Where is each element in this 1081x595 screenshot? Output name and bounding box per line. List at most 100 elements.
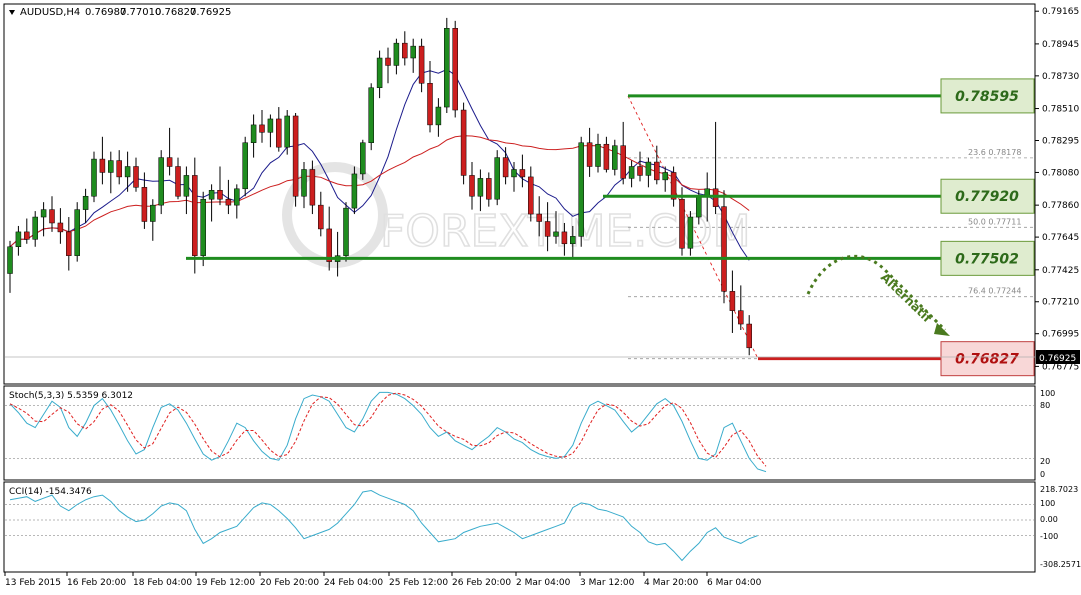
bearish-candle <box>309 169 316 206</box>
bearish-candle <box>536 213 542 222</box>
bullish-candle <box>494 157 500 200</box>
bullish-candle <box>444 28 450 108</box>
time-tick-label: 24 Feb 04:00 <box>324 578 383 588</box>
bearish-candle <box>192 175 198 256</box>
stoch-k-line <box>9 391 767 473</box>
price-tick-label: 0.77860 <box>1042 201 1079 211</box>
bullish-candle <box>91 158 97 197</box>
bearish-candle <box>729 291 736 311</box>
bullish-candle <box>612 145 618 170</box>
level-box[interactable] <box>940 178 1035 214</box>
level-box[interactable] <box>940 341 1035 377</box>
bearish-candle <box>116 160 122 178</box>
bearish-candle <box>175 166 181 197</box>
bullish-candle <box>15 231 22 248</box>
bearish-candle <box>217 190 223 200</box>
bearish-candle <box>460 109 467 176</box>
bearish-candle <box>427 83 433 126</box>
bearish-candle <box>528 176 534 215</box>
bearish-candle <box>469 175 475 197</box>
bearish-candle <box>637 166 643 176</box>
bullish-candle <box>183 175 190 197</box>
time-tick-label: 26 Feb 20:00 <box>452 578 511 588</box>
moving-averages <box>9 68 750 261</box>
bullish-candle <box>150 204 156 222</box>
bullish-candle <box>410 45 416 59</box>
ma-fast-line <box>9 68 750 261</box>
bearish-candle <box>502 157 509 178</box>
cci-scale-max: 218.7023 <box>1040 485 1078 494</box>
bullish-candle <box>662 172 668 181</box>
bullish-candle <box>595 143 601 167</box>
alternative-arrow-icon <box>934 323 950 336</box>
time-tick-label: 2 Mar 04:00 <box>516 578 571 588</box>
current-price-marker: 0.76925 <box>5 350 1080 364</box>
level-box[interactable] <box>940 78 1035 114</box>
price-tick-label: 0.79165 <box>1042 7 1079 17</box>
bearish-candle <box>99 158 106 173</box>
bearish-candle <box>318 204 324 230</box>
current-price-label: 0.76925 <box>1039 354 1076 364</box>
bearish-candle <box>49 209 55 224</box>
bearish-candle <box>603 143 610 170</box>
bearish-candle <box>519 169 526 178</box>
cci-header-label: CCI(14) -154.3476 <box>9 487 92 497</box>
bullish-candle <box>696 195 702 218</box>
time-axis: 13 Feb 2015 16 Feb 20:00 18 Feb 04:00 19 Fe… <box>4 572 762 588</box>
bullish-candle <box>553 231 559 237</box>
level-label: 0.77920 <box>955 189 1019 205</box>
bullish-candle <box>351 173 358 209</box>
high-price-label: 0.77010 <box>120 7 161 18</box>
low-price-label: 0.76827 <box>155 7 196 18</box>
bullish-candle <box>376 57 383 88</box>
bullish-candle <box>124 166 131 178</box>
alternative-path <box>806 254 947 332</box>
bearish-candle <box>225 198 232 206</box>
bullish-candle <box>360 142 366 175</box>
level-box[interactable] <box>940 240 1035 276</box>
watermark-logo-icon <box>282 162 388 268</box>
bearish-candle <box>620 145 626 179</box>
bearish-candle <box>166 157 173 167</box>
stoch-d-line <box>9 392 767 467</box>
bearish-candle <box>486 178 492 200</box>
stoch-panel-frame <box>3 385 1036 481</box>
time-tick-label: 4 Mar 20:00 <box>644 578 699 588</box>
bearish-candle <box>385 57 391 66</box>
price-tick-label: 0.77645 <box>1042 233 1079 243</box>
bullish-candle <box>158 157 164 206</box>
bearish-candle <box>746 323 752 349</box>
bullish-candle <box>435 106 442 126</box>
price-tick-label: 0.76995 <box>1042 330 1079 340</box>
time-tick-label: 3 Mar 12:00 <box>580 578 635 588</box>
bullish-candle <box>477 178 484 197</box>
time-tick-label: 16 Feb 20:00 <box>67 578 126 588</box>
level-label: 0.78595 <box>955 89 1019 105</box>
bullish-candle <box>645 161 652 176</box>
bullish-candle <box>108 160 114 173</box>
bearish-candle <box>418 45 425 84</box>
bullish-candle <box>368 87 374 143</box>
cci-scale-neg100: -100 <box>1040 532 1058 541</box>
bearish-candle <box>66 231 72 256</box>
dropdown-triangle-icon[interactable] <box>9 10 15 15</box>
price-tick-label: 0.78945 <box>1042 40 1079 50</box>
bullish-candle <box>578 142 584 237</box>
bullish-candle <box>208 190 215 200</box>
bearish-candle <box>738 310 744 325</box>
bullish-candle <box>628 166 635 179</box>
cci-scale-100: 100 <box>1040 499 1055 508</box>
bullish-candle <box>301 169 307 197</box>
bullish-candle <box>242 142 248 190</box>
bearish-candle <box>57 222 64 233</box>
time-tick-label: 25 Feb 12:00 <box>389 578 448 588</box>
price-tick-label: 0.77210 <box>1042 298 1079 308</box>
cci-panel: CCI(14) -154.3476 218.7023 100 0.00 -100… <box>5 485 1081 569</box>
candlesticks <box>7 17 752 356</box>
bullish-candle <box>250 124 257 143</box>
bearish-candle <box>276 118 282 148</box>
stoch-scale-80: 80 <box>1040 401 1050 410</box>
